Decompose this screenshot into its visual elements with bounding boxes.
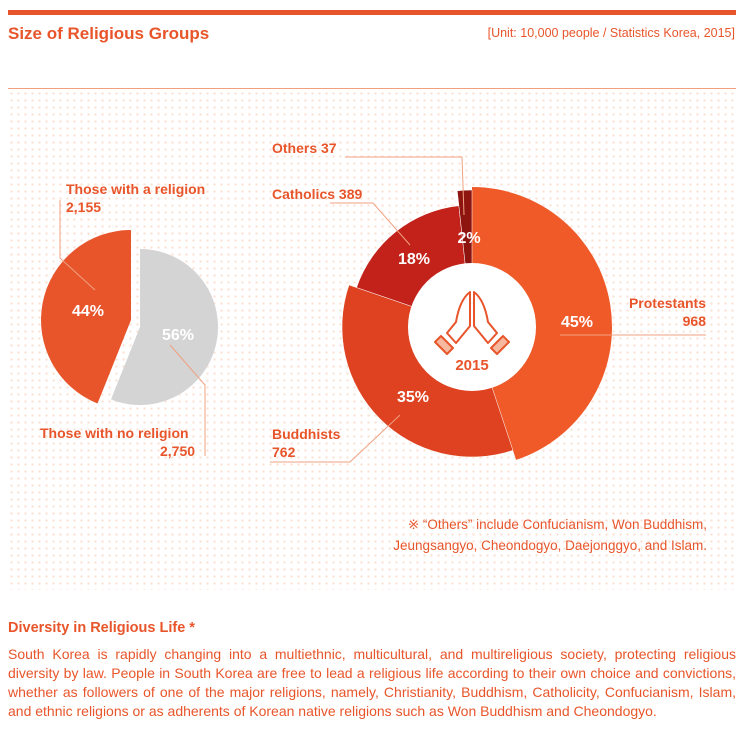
- label-protestants: Protestants 968: [600, 294, 706, 330]
- leader-line-with: [59, 200, 96, 291]
- top-accent-bar: [8, 10, 736, 15]
- donut-label-others: 2%: [457, 230, 480, 247]
- donut-label-catholics: 18%: [398, 251, 430, 268]
- donut-label-protestants: 45%: [561, 314, 593, 331]
- unit-source: [Unit: 10,000 people / Statistics Korea,…: [487, 26, 735, 40]
- label-no-religion: Those with no religion: [40, 425, 189, 441]
- pie-slice-with-religion: [41, 230, 131, 404]
- label-others: Others 37: [272, 140, 337, 156]
- pie-slice-no-religion: [110, 249, 218, 406]
- leader-line-buddhists: [270, 414, 401, 463]
- footnote: ※ “Others” include Confucianism, Won Bud…: [393, 514, 707, 556]
- value-no-religion: 2,750: [160, 443, 196, 459]
- pie-label-with-religion: 44%: [72, 303, 104, 320]
- donut-center: [408, 263, 536, 391]
- donut-center-year: 2015: [455, 357, 488, 374]
- section-body: South Korea is rapidly changing into a m…: [8, 646, 736, 719]
- label-catholics: Catholics 389: [272, 186, 363, 202]
- chart-title: Size of Religious Groups: [8, 24, 210, 43]
- donut-label-buddhists: 35%: [397, 389, 429, 406]
- value-with-religion: 2,155: [66, 199, 102, 215]
- praying-hands-icon: [434, 291, 510, 355]
- leader-line-others: [345, 156, 465, 216]
- leader-line-catholics: [330, 202, 411, 246]
- protestants-value: 968: [682, 313, 706, 329]
- section-title: Diversity in Religious Life *: [8, 620, 195, 636]
- divider: [8, 88, 736, 89]
- buddhists-name: Buddhists: [272, 426, 341, 442]
- footnote-line-2: Jeungsangyo, Cheondogyo, Daejonggyo, and…: [393, 538, 707, 553]
- protestants-name: Protestants: [628, 295, 706, 311]
- footnote-line-1: ※ “Others” include Confucianism, Won Bud…: [407, 517, 707, 532]
- donut-slice-protestants: [472, 187, 613, 460]
- buddhists-value: 762: [272, 444, 296, 460]
- label-with-religion: Those with a religion: [66, 181, 206, 197]
- pie-label-no-religion: 56%: [162, 327, 194, 344]
- leader-line-no: [169, 344, 206, 456]
- label-buddhists: Buddhists 762: [272, 425, 340, 461]
